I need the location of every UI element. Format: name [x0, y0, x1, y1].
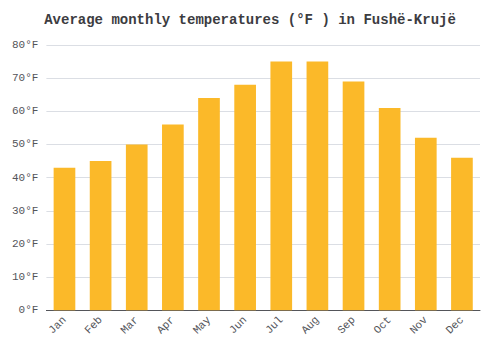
svg-text:70°F: 70°F [12, 72, 38, 84]
svg-text:10°F: 10°F [12, 271, 38, 283]
svg-text:80°F: 80°F [12, 39, 38, 51]
svg-text:Feb: Feb [82, 314, 104, 336]
svg-text:Dec: Dec [444, 314, 466, 336]
svg-text:Oct: Oct [371, 314, 393, 336]
svg-text:Aug: Aug [299, 314, 321, 336]
svg-text:Jul: Jul [263, 314, 285, 336]
svg-text:Nov: Nov [408, 314, 431, 337]
svg-text:Apr: Apr [155, 314, 177, 336]
svg-text:Jun: Jun [227, 314, 249, 336]
svg-text:Jan: Jan [46, 314, 68, 336]
svg-text:40°F: 40°F [12, 172, 38, 184]
svg-text:Average monthly temperatures (: Average monthly temperatures (°F ) in Fu… [44, 12, 456, 28]
svg-text:30°F: 30°F [12, 205, 38, 217]
svg-text:Mar: Mar [119, 314, 141, 336]
svg-text:20°F: 20°F [12, 238, 38, 250]
svg-text:Sep: Sep [335, 314, 357, 336]
svg-text:60°F: 60°F [12, 105, 38, 117]
svg-text:50°F: 50°F [12, 138, 38, 150]
svg-text:0°F: 0°F [19, 304, 39, 316]
svg-text:May: May [191, 314, 214, 337]
